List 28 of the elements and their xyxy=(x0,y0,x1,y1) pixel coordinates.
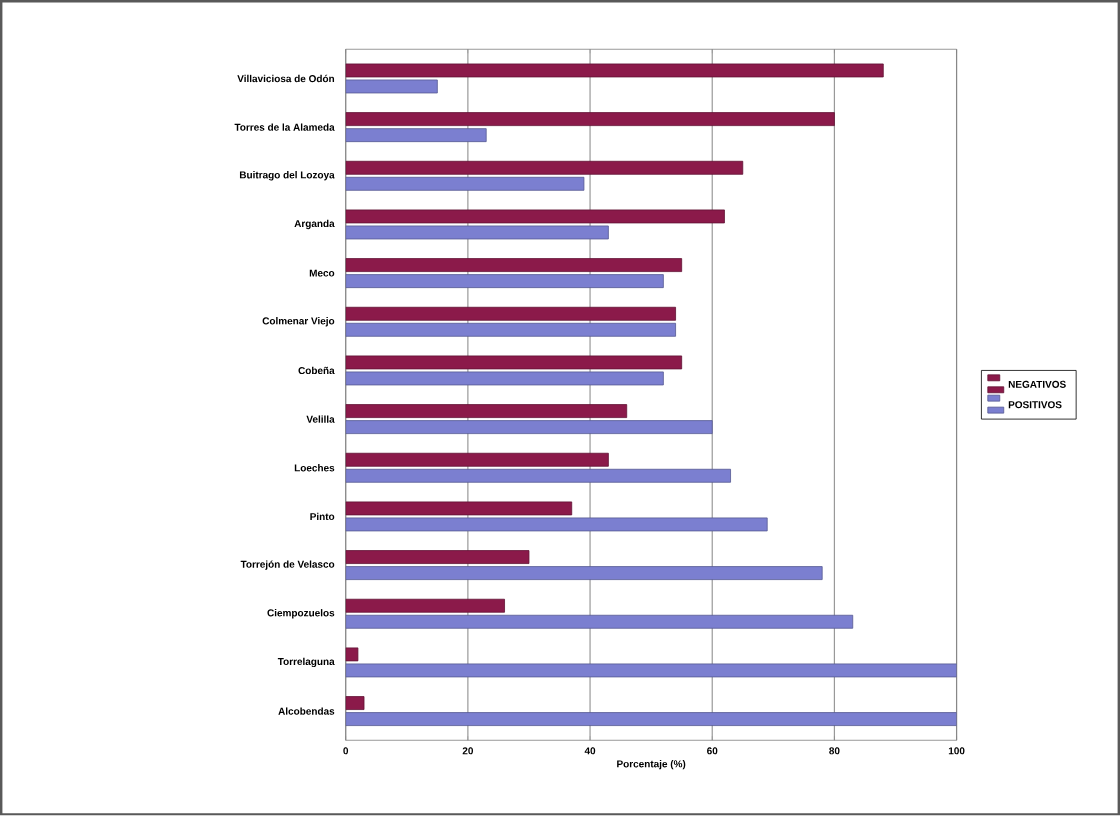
bar xyxy=(345,599,505,613)
bar xyxy=(345,712,957,727)
bar xyxy=(345,517,768,532)
bar xyxy=(345,469,731,483)
bar xyxy=(345,663,957,678)
bar xyxy=(345,501,573,516)
bar xyxy=(345,615,854,629)
bar xyxy=(345,453,609,467)
bar xyxy=(345,258,683,273)
bar xyxy=(345,225,609,240)
bar xyxy=(345,550,530,565)
bar xyxy=(345,161,744,175)
bar xyxy=(345,307,676,321)
bar xyxy=(345,566,823,581)
bar xyxy=(345,209,725,224)
bar xyxy=(345,355,683,370)
bar xyxy=(345,696,365,711)
bar xyxy=(345,128,487,143)
bar xyxy=(345,79,438,94)
bar xyxy=(345,420,713,435)
bar xyxy=(345,323,676,337)
bar xyxy=(345,274,664,289)
bar xyxy=(345,647,359,662)
bar xyxy=(345,371,664,386)
bar xyxy=(345,177,585,191)
bar xyxy=(345,404,628,419)
bar xyxy=(345,112,835,127)
bar xyxy=(345,63,884,78)
